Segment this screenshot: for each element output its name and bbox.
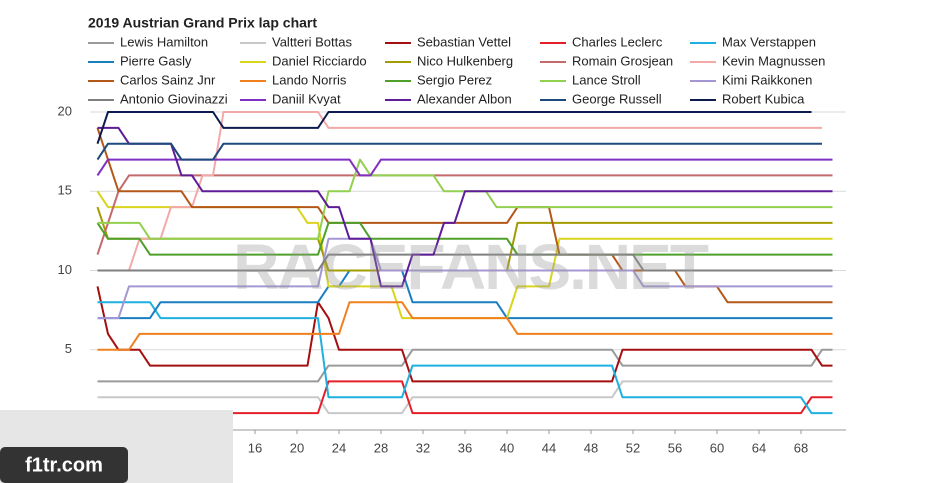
legend-label: George Russell xyxy=(572,91,662,106)
legend-label: Lando Norris xyxy=(272,72,347,87)
legend-label: Sebastian Vettel xyxy=(417,34,511,49)
lap-line xyxy=(96,174,833,255)
x-tick-label: 44 xyxy=(542,440,556,455)
y-tick-label: 20 xyxy=(58,103,72,118)
legend-label: Robert Kubica xyxy=(722,91,805,106)
legend-label: Charles Leclerc xyxy=(572,34,663,49)
chart-title: 2019 Austrian Grand Prix lap chart xyxy=(88,15,317,31)
legend-label: Lewis Hamilton xyxy=(120,34,208,49)
watermark: f1tr.com xyxy=(25,454,103,476)
legend-label: Carlos Sainz Jnr xyxy=(120,72,216,87)
x-tick-label: 36 xyxy=(458,440,472,455)
lap-line xyxy=(97,269,833,320)
lap-line xyxy=(97,237,833,320)
watermark: RACEFANS.NET xyxy=(233,231,709,303)
legend-label: Sergio Perez xyxy=(417,72,492,87)
legend-label: Daniel Ricciardo xyxy=(272,53,367,68)
x-tick-label: 24 xyxy=(332,440,346,455)
legend-label: Lance Stroll xyxy=(572,72,641,87)
legend-label: Alexander Albon xyxy=(417,91,512,106)
legend-label: Antonio Giovinazzi xyxy=(120,91,228,106)
x-tick-label: 48 xyxy=(584,440,598,455)
y-tick-label: 15 xyxy=(58,183,72,198)
lap-line xyxy=(96,158,833,177)
x-tick-label: 68 xyxy=(794,440,808,455)
legend-label: Kevin Magnussen xyxy=(722,53,825,68)
y-tick-label: 10 xyxy=(58,262,72,277)
x-tick-label: 28 xyxy=(374,440,388,455)
lap-line xyxy=(97,126,833,288)
x-tick-label: 64 xyxy=(752,440,766,455)
legend: Lewis Hamilton Valtteri Bottas Sebastian V… xyxy=(88,34,825,106)
y-tick-label: 5 xyxy=(65,341,72,356)
lines xyxy=(96,111,833,415)
watermark-badge xyxy=(0,447,128,483)
x-tick-label: 32 xyxy=(416,440,430,455)
lap-line xyxy=(96,286,833,383)
legend-label: Valtteri Bottas xyxy=(272,34,352,49)
x-tick-label: 40 xyxy=(500,440,514,455)
lap-line xyxy=(97,301,833,415)
lap-line xyxy=(96,142,822,161)
lap-line xyxy=(97,111,822,272)
x-tick-label: 52 xyxy=(626,440,640,455)
legend-label: Pierre Gasly xyxy=(120,53,192,68)
lap-line xyxy=(96,111,812,145)
x-tick-label: 20 xyxy=(290,440,304,455)
lap-line xyxy=(97,253,833,272)
lap-line xyxy=(97,301,833,351)
lap-line xyxy=(97,348,833,383)
legend-label: Nico Hulkenberg xyxy=(417,53,513,68)
lap-line xyxy=(97,380,833,415)
legend-label: Max Verstappen xyxy=(722,34,816,49)
legend-label: Kimi Raikkonen xyxy=(722,72,812,87)
legend-label: Romain Grosjean xyxy=(572,53,673,68)
x-tick-label: 56 xyxy=(668,440,682,455)
lap-line xyxy=(96,221,833,256)
x-tick-label: 16 xyxy=(248,440,262,455)
x-tick-label: 60 xyxy=(710,440,724,455)
legend-label: Daniil Kvyat xyxy=(272,91,341,106)
